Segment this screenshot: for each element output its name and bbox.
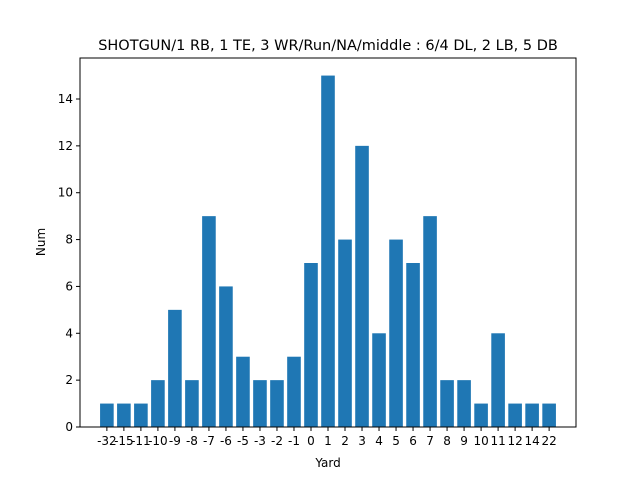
y-axis-ticks: 0 2 4 6 8 10 12 14 — [58, 92, 80, 434]
x-tick-label: -1 — [288, 434, 300, 448]
y-tick-label: 14 — [58, 92, 73, 106]
bar-12 — [508, 403, 522, 427]
x-axis-title: Yard — [314, 456, 340, 470]
bar-14 — [525, 403, 539, 427]
x-tick-label: 8 — [443, 434, 451, 448]
bars-group — [100, 75, 556, 428]
bar-7 — [423, 216, 437, 427]
x-tick-label: -7 — [203, 434, 215, 448]
x-tick-label: -32 — [97, 434, 117, 448]
bar--32 — [100, 403, 114, 427]
x-tick-label: -2 — [271, 434, 283, 448]
x-tick-label: -15 — [114, 434, 134, 448]
x-tick-label: 1 — [324, 434, 332, 448]
y-tick-label: 12 — [58, 139, 73, 153]
y-axis-title: Num — [34, 228, 48, 256]
bar--8 — [185, 380, 199, 427]
x-tick-label: 5 — [392, 434, 400, 448]
x-axis-ticks: -32-15-11-10 -9 -8 -7 -6 -5 -3 -2 -1 0 1 2 3 4 5 6 7 8 9 10… — [97, 427, 557, 448]
x-tick-label: -3 — [254, 434, 266, 448]
y-tick-label: 2 — [65, 373, 73, 387]
x-tick-label: 12 — [507, 434, 522, 448]
bar--1 — [287, 356, 301, 427]
chart-title: SHOTGUN/1 RB, 1 TE, 3 WR/Run/NA/middle :… — [98, 38, 558, 54]
bar-5 — [389, 239, 403, 427]
x-tick-label: -10 — [148, 434, 168, 448]
bar-0 — [304, 263, 318, 427]
bar-9 — [457, 380, 471, 427]
bar--3 — [253, 380, 267, 427]
bar--9 — [168, 309, 182, 427]
bar--15 — [117, 403, 131, 427]
bar-8 — [440, 380, 454, 427]
bar-6 — [406, 263, 420, 427]
bar-10 — [474, 403, 488, 427]
bar-22 — [542, 403, 556, 427]
x-tick-label: -6 — [220, 434, 232, 448]
bar--10 — [151, 380, 165, 427]
bar--7 — [202, 216, 216, 427]
y-tick-label: 4 — [65, 326, 73, 340]
x-tick-label: 0 — [307, 434, 315, 448]
x-tick-label: 22 — [541, 434, 556, 448]
x-tick-label: -11 — [131, 434, 151, 448]
bar-2 — [338, 239, 352, 427]
bar-1 — [321, 75, 335, 428]
bar--11 — [134, 403, 148, 427]
bar-11 — [491, 333, 505, 427]
x-tick-label: 2 — [341, 434, 349, 448]
x-tick-label: 14 — [524, 434, 539, 448]
bar-4 — [372, 333, 386, 427]
bar--6 — [219, 286, 233, 427]
y-tick-label: 10 — [58, 186, 73, 200]
x-tick-label: 3 — [358, 434, 366, 448]
y-tick-label: 0 — [65, 420, 73, 434]
x-tick-label: -9 — [169, 434, 181, 448]
y-tick-label: 6 — [65, 279, 73, 293]
x-tick-label: 7 — [426, 434, 434, 448]
x-tick-label: 11 — [490, 434, 505, 448]
x-tick-label: -5 — [237, 434, 249, 448]
bar--2 — [270, 380, 284, 427]
x-tick-label: 10 — [473, 434, 488, 448]
y-tick-label: 8 — [65, 233, 73, 247]
bar--5 — [236, 356, 250, 427]
bar-3 — [355, 145, 369, 427]
x-tick-label: 9 — [460, 434, 468, 448]
x-tick-label: 6 — [409, 434, 417, 448]
x-tick-label: 4 — [375, 434, 383, 448]
x-tick-label: -8 — [186, 434, 198, 448]
plot-frame — [79, 57, 577, 428]
